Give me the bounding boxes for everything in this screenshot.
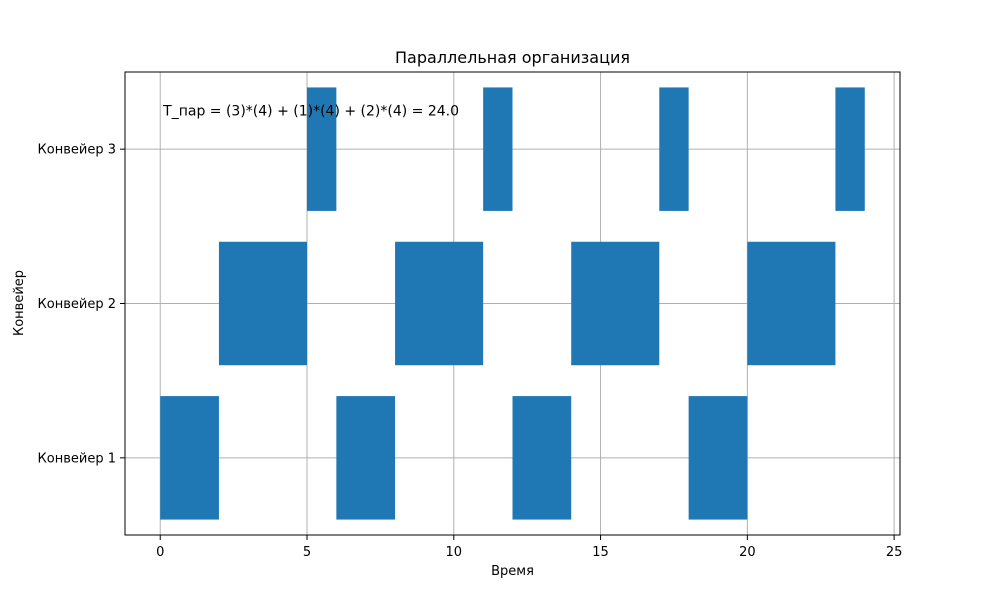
- y-axis-label: Конвейер: [12, 270, 27, 336]
- pipeline-1-segment: [688, 396, 748, 520]
- y-tick-label: Конвейер 1: [38, 451, 116, 466]
- pipeline-3-segment: [659, 87, 689, 211]
- y-tick-label: Конвейер 2: [38, 297, 116, 312]
- x-axis-label: Время: [491, 564, 534, 579]
- pipeline-1-segment: [336, 396, 396, 520]
- x-ticks: 0 5 10 15 20 25: [156, 535, 902, 560]
- pipeline-3-segment: [835, 87, 865, 211]
- x-tick-label: 10: [446, 545, 463, 560]
- x-tick-label: 5: [303, 545, 311, 560]
- pipeline-2-segment: [218, 241, 308, 366]
- x-tick-label: 20: [739, 545, 756, 560]
- pipeline-2-segment: [395, 241, 484, 366]
- x-tick-label: 0: [156, 545, 164, 560]
- y-ticks: Конвейер 1 Конвейер 2 Конвейер 3: [38, 143, 125, 466]
- bars: [160, 87, 865, 520]
- pipeline-1-segment: [160, 396, 219, 520]
- pipeline-3-segment: [307, 87, 337, 211]
- formula-annotation: T_пар = (3)*(4) + (1)*(4) + (2)*(4) = 24…: [162, 104, 459, 120]
- pipeline-2-segment: [747, 241, 836, 366]
- x-tick-label: 15: [592, 545, 609, 560]
- chart-title: Параллельная организация: [395, 48, 630, 67]
- pipeline-3-segment: [483, 87, 513, 211]
- pipeline-2-segment: [571, 241, 660, 366]
- pipeline-1-segment: [512, 396, 572, 520]
- x-tick-label: 25: [886, 545, 903, 560]
- y-tick-label: Конвейер 3: [38, 143, 116, 158]
